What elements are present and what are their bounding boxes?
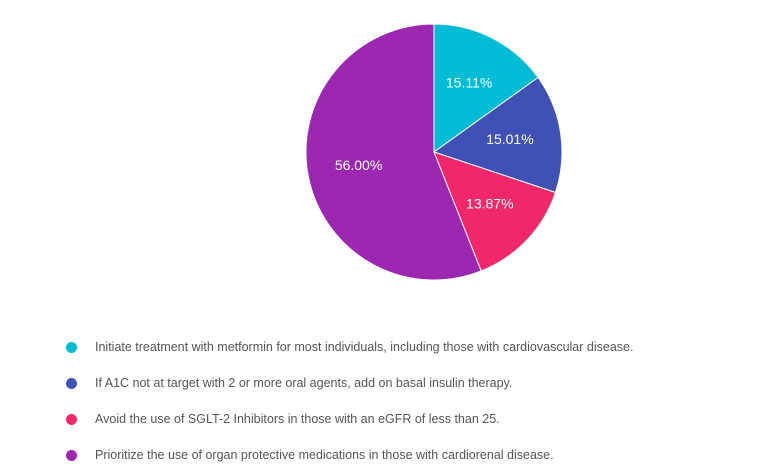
pie-slice[interactable]	[305, 23, 482, 281]
legend-color-swatch	[66, 449, 77, 461]
legend-color-swatch	[66, 377, 77, 389]
legend-item[interactable]: If A1C not at target with 2 or more oral…	[66, 365, 756, 401]
chart-legend: Initiate treatment with metformin for mo…	[66, 329, 756, 473]
pie-slice[interactable]	[433, 151, 557, 272]
legend-item[interactable]: Avoid the use of SGLT-2 Inhibitors in th…	[66, 401, 756, 437]
slice-percent-label: 15.01%	[486, 131, 533, 147]
legend-label: Avoid the use of SGLT-2 Inhibitors in th…	[95, 412, 500, 426]
legend-label: Initiate treatment with metformin for mo…	[95, 340, 634, 354]
legend-color-swatch	[66, 413, 77, 425]
legend-label: Prioritize the use of organ protective m…	[95, 448, 554, 462]
pie-plot-area: 15.11% 15.01% 13.87% 56.00%	[305, 23, 563, 281]
legend-label: If A1C not at target with 2 or more oral…	[95, 376, 513, 390]
slice-percent-label: 56.00%	[335, 157, 382, 173]
slice-percent-label: 15.11%	[446, 74, 492, 90]
pie-slice[interactable]	[433, 23, 539, 153]
pie-slice[interactable]	[432, 76, 563, 194]
slice-percent-label: 13.87%	[466, 195, 513, 211]
legend-item[interactable]: Prioritize the use of organ protective m…	[66, 437, 756, 473]
legend-item[interactable]: Initiate treatment with metformin for mo…	[66, 329, 756, 365]
legend-color-swatch	[66, 341, 77, 353]
